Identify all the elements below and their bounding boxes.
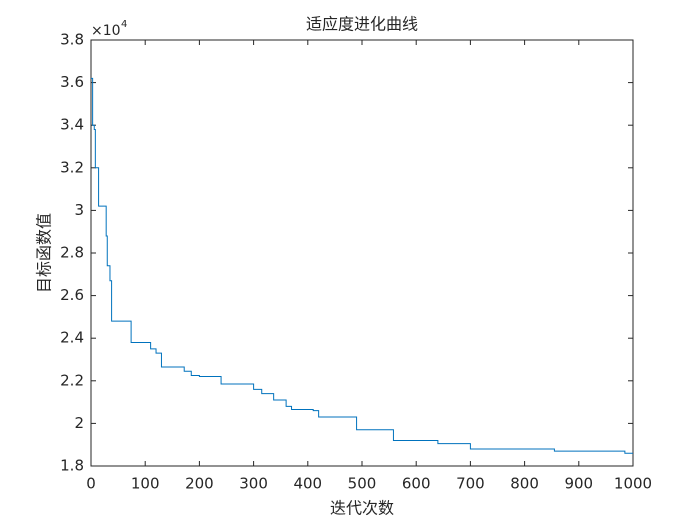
y-tick-label: 1.8 bbox=[60, 457, 84, 475]
x-tick-label: 300 bbox=[239, 475, 268, 493]
y-tick-label: 3.6 bbox=[60, 73, 84, 91]
y-tick-label: 2.2 bbox=[60, 371, 84, 389]
chart-title: 适应度进化曲线 bbox=[306, 15, 418, 34]
x-tick-label: 700 bbox=[456, 475, 485, 493]
y-multiplier: ×10 bbox=[91, 23, 121, 39]
y-tick-label: 3.4 bbox=[60, 116, 84, 134]
y-tick-label: 3.2 bbox=[60, 158, 84, 176]
y-tick-label: 3.8 bbox=[60, 31, 84, 49]
x-tick-label: 900 bbox=[564, 475, 593, 493]
y-tick-label: 2 bbox=[74, 414, 84, 432]
y-multiplier-exponent: 4 bbox=[121, 19, 127, 30]
y-tick-label: 2.8 bbox=[60, 244, 84, 262]
x-tick-label: 1000 bbox=[614, 475, 652, 493]
x-axis-label: 迭代次数 bbox=[330, 499, 394, 518]
x-tick-label: 500 bbox=[348, 475, 377, 493]
y-axis-label: 目标函数值 bbox=[35, 213, 54, 293]
y-tick-label: 3 bbox=[74, 201, 84, 219]
plot-box bbox=[90, 39, 634, 467]
x-tick-label: 100 bbox=[131, 475, 160, 493]
x-tick-label: 800 bbox=[510, 475, 539, 493]
data-line bbox=[91, 77, 633, 454]
x-tick-label: 0 bbox=[86, 475, 96, 493]
x-tick-label: 400 bbox=[293, 475, 322, 493]
y-tick-label: 2.4 bbox=[60, 329, 84, 347]
x-tick-label: 600 bbox=[402, 475, 431, 493]
x-tick-label: 200 bbox=[185, 475, 214, 493]
y-tick-label: 2.6 bbox=[60, 286, 84, 304]
